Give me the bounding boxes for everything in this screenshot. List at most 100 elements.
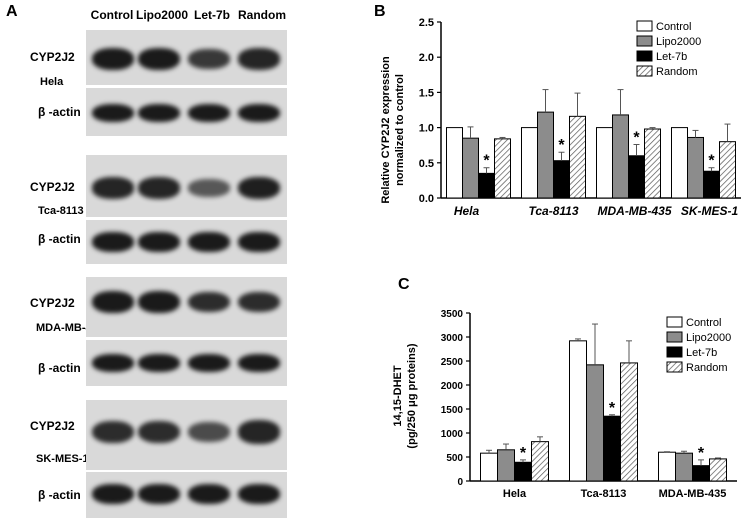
chart-c-y-axis-label: 14,15-DHET (pg/250 μg proteins) — [392, 343, 418, 448]
chart-b-category-label: Tca-8113 — [528, 204, 578, 218]
chart-b-y-tick-label: 1.5 — [419, 87, 434, 99]
blot-strip-cyp2j2 — [86, 400, 287, 470]
chart-c-y-tick-label: 1000 — [441, 429, 464, 440]
actin-band — [188, 354, 230, 372]
chart-c-bar — [497, 449, 515, 482]
chart-c-y-tick-label: 3500 — [441, 309, 464, 320]
cyp2j2-band — [138, 291, 180, 313]
chart-c-bar — [709, 458, 727, 482]
chart-b-bar — [687, 136, 704, 199]
chart-c-y-tick-label: 0 — [457, 477, 463, 488]
actin-band — [92, 354, 134, 372]
chart-c-bar — [692, 465, 710, 482]
cyp2j2-band — [92, 291, 134, 313]
cyp2j2-band — [238, 177, 280, 199]
blot-protein-label-4: CYP2J2 — [30, 419, 75, 433]
chart-b-y-tick-label: 0.0 — [419, 193, 434, 205]
chart-c-legend-swatch — [666, 361, 683, 373]
chart-b-legend-label: Lipo2000 — [656, 36, 701, 48]
blot-strip-actin — [86, 88, 287, 136]
chart-b-legend-swatch — [636, 35, 653, 47]
chart-b-y-axis-label: Relative CYP2J2 expression normalized to… — [380, 56, 406, 204]
chart-b-bar — [446, 127, 463, 199]
chart-b-bar — [521, 127, 538, 199]
blot-strip-cyp2j2 — [86, 277, 287, 337]
chart-c-y-tick-label: 1500 — [441, 405, 464, 416]
blot-column-control: Control — [90, 8, 134, 22]
blot-strip-actin — [86, 220, 287, 264]
actin-band — [138, 232, 180, 252]
chart-b-y-tick-label: 1.0 — [419, 123, 434, 135]
chart-c-legend-swatch — [666, 346, 683, 358]
chart-b-bar — [478, 172, 495, 199]
chart-c-legend-label: Control — [686, 317, 721, 329]
chart-b-legend-swatch — [636, 20, 653, 32]
blot-actin-label-2: β -actin — [38, 232, 81, 246]
chart-b-significance-star: * — [483, 153, 490, 170]
cyp2j2-band — [138, 420, 180, 444]
blot-strip-cyp2j2 — [86, 155, 287, 217]
chart-c-bar — [531, 441, 549, 482]
cyp2j2-band — [138, 48, 180, 70]
chart-c-category-label: Hela — [503, 488, 527, 500]
chart-b-legend-label: Let-7b — [656, 51, 687, 63]
chart-b-bar — [719, 141, 736, 199]
blot-protein-label-3: CYP2J2 — [30, 296, 75, 310]
chart-c-bar — [480, 452, 498, 482]
chart-b-legend-label: Random — [656, 66, 698, 78]
panel-letter-b: B — [374, 3, 386, 20]
chart-c-bar — [658, 451, 676, 482]
actin-band — [238, 104, 280, 122]
actin-band — [188, 104, 230, 122]
blot-cell-label-2: Tca-8113 — [38, 205, 84, 217]
blot-actin-label-4: β -actin — [38, 488, 81, 502]
actin-band — [138, 484, 180, 504]
chart-b-legend-swatch — [636, 50, 653, 62]
chart-b-bar — [596, 127, 613, 199]
chart-c-legend-label: Let-7b — [686, 347, 717, 359]
chart-c-dhet-levels: 14,15-DHET (pg/250 μg proteins) 0 500 1000… — [392, 309, 737, 500]
blot-strip-actin — [86, 472, 287, 518]
actin-band — [238, 484, 280, 504]
chart-c-bar — [569, 340, 587, 482]
chart-c-legend-swatch — [666, 316, 683, 328]
blot-column-lipo2000: Lipo2000 — [135, 8, 189, 22]
chart-b-y-tick-label: 0.5 — [419, 158, 434, 170]
blot-column-random: Random — [238, 8, 286, 22]
chart-b-y-axis-label-line1: Relative CYP2J2 expression — [380, 56, 392, 204]
chart-c-category-label: Tca-8113 — [581, 488, 627, 500]
cyp2j2-band — [188, 291, 230, 313]
actin-band — [188, 232, 230, 252]
chart-b-bar — [494, 138, 511, 199]
chart-b-bar — [462, 137, 479, 199]
chart-b-significance-star: * — [558, 137, 565, 154]
chart-c-significance-star: * — [609, 400, 616, 417]
chart-c-y-axis-label-line2: (pg/250 μg proteins) — [406, 343, 418, 448]
chart-b-significance-star: * — [708, 153, 715, 170]
chart-b-y-tick-label: 2.5 — [419, 17, 434, 29]
chart-b-y-axis-label-line2: normalized to control — [394, 74, 406, 186]
blot-cell-label-4: SK-MES-1 — [36, 453, 89, 465]
cyp2j2-band — [238, 291, 280, 313]
chart-b-significance-star: * — [633, 129, 640, 146]
chart-b-relative-expression: Relative CYP2J2 expression normalized to… — [380, 17, 741, 218]
blot-strip-cyp2j2 — [86, 30, 287, 85]
chart-c-significance-star: * — [520, 445, 527, 462]
chart-c-legend-swatch — [666, 331, 683, 343]
blot-protein-label-1: CYP2J2 — [30, 50, 75, 64]
chart-c-y-tick-label: 500 — [446, 453, 463, 464]
cyp2j2-band — [92, 48, 134, 70]
blot-actin-label-3: β -actin — [38, 361, 81, 375]
actin-band — [92, 104, 134, 122]
chart-c-bar — [514, 461, 532, 482]
chart-b-bar — [553, 160, 570, 199]
blot-cell-label-1: Hela — [40, 76, 64, 88]
chart-c-y-tick-label: 2000 — [441, 381, 464, 392]
chart-b-bar — [628, 155, 645, 199]
chart-b-category-label: MDA-MB-435 — [597, 204, 671, 218]
chart-c-legend-label: Lipo2000 — [686, 332, 731, 344]
chart-b-y-tick-label: 2.0 — [419, 52, 434, 64]
blot-column-let7b: Let-7b — [194, 8, 230, 22]
chart-b-legend-swatch — [636, 65, 653, 77]
chart-b-bar — [671, 127, 688, 199]
